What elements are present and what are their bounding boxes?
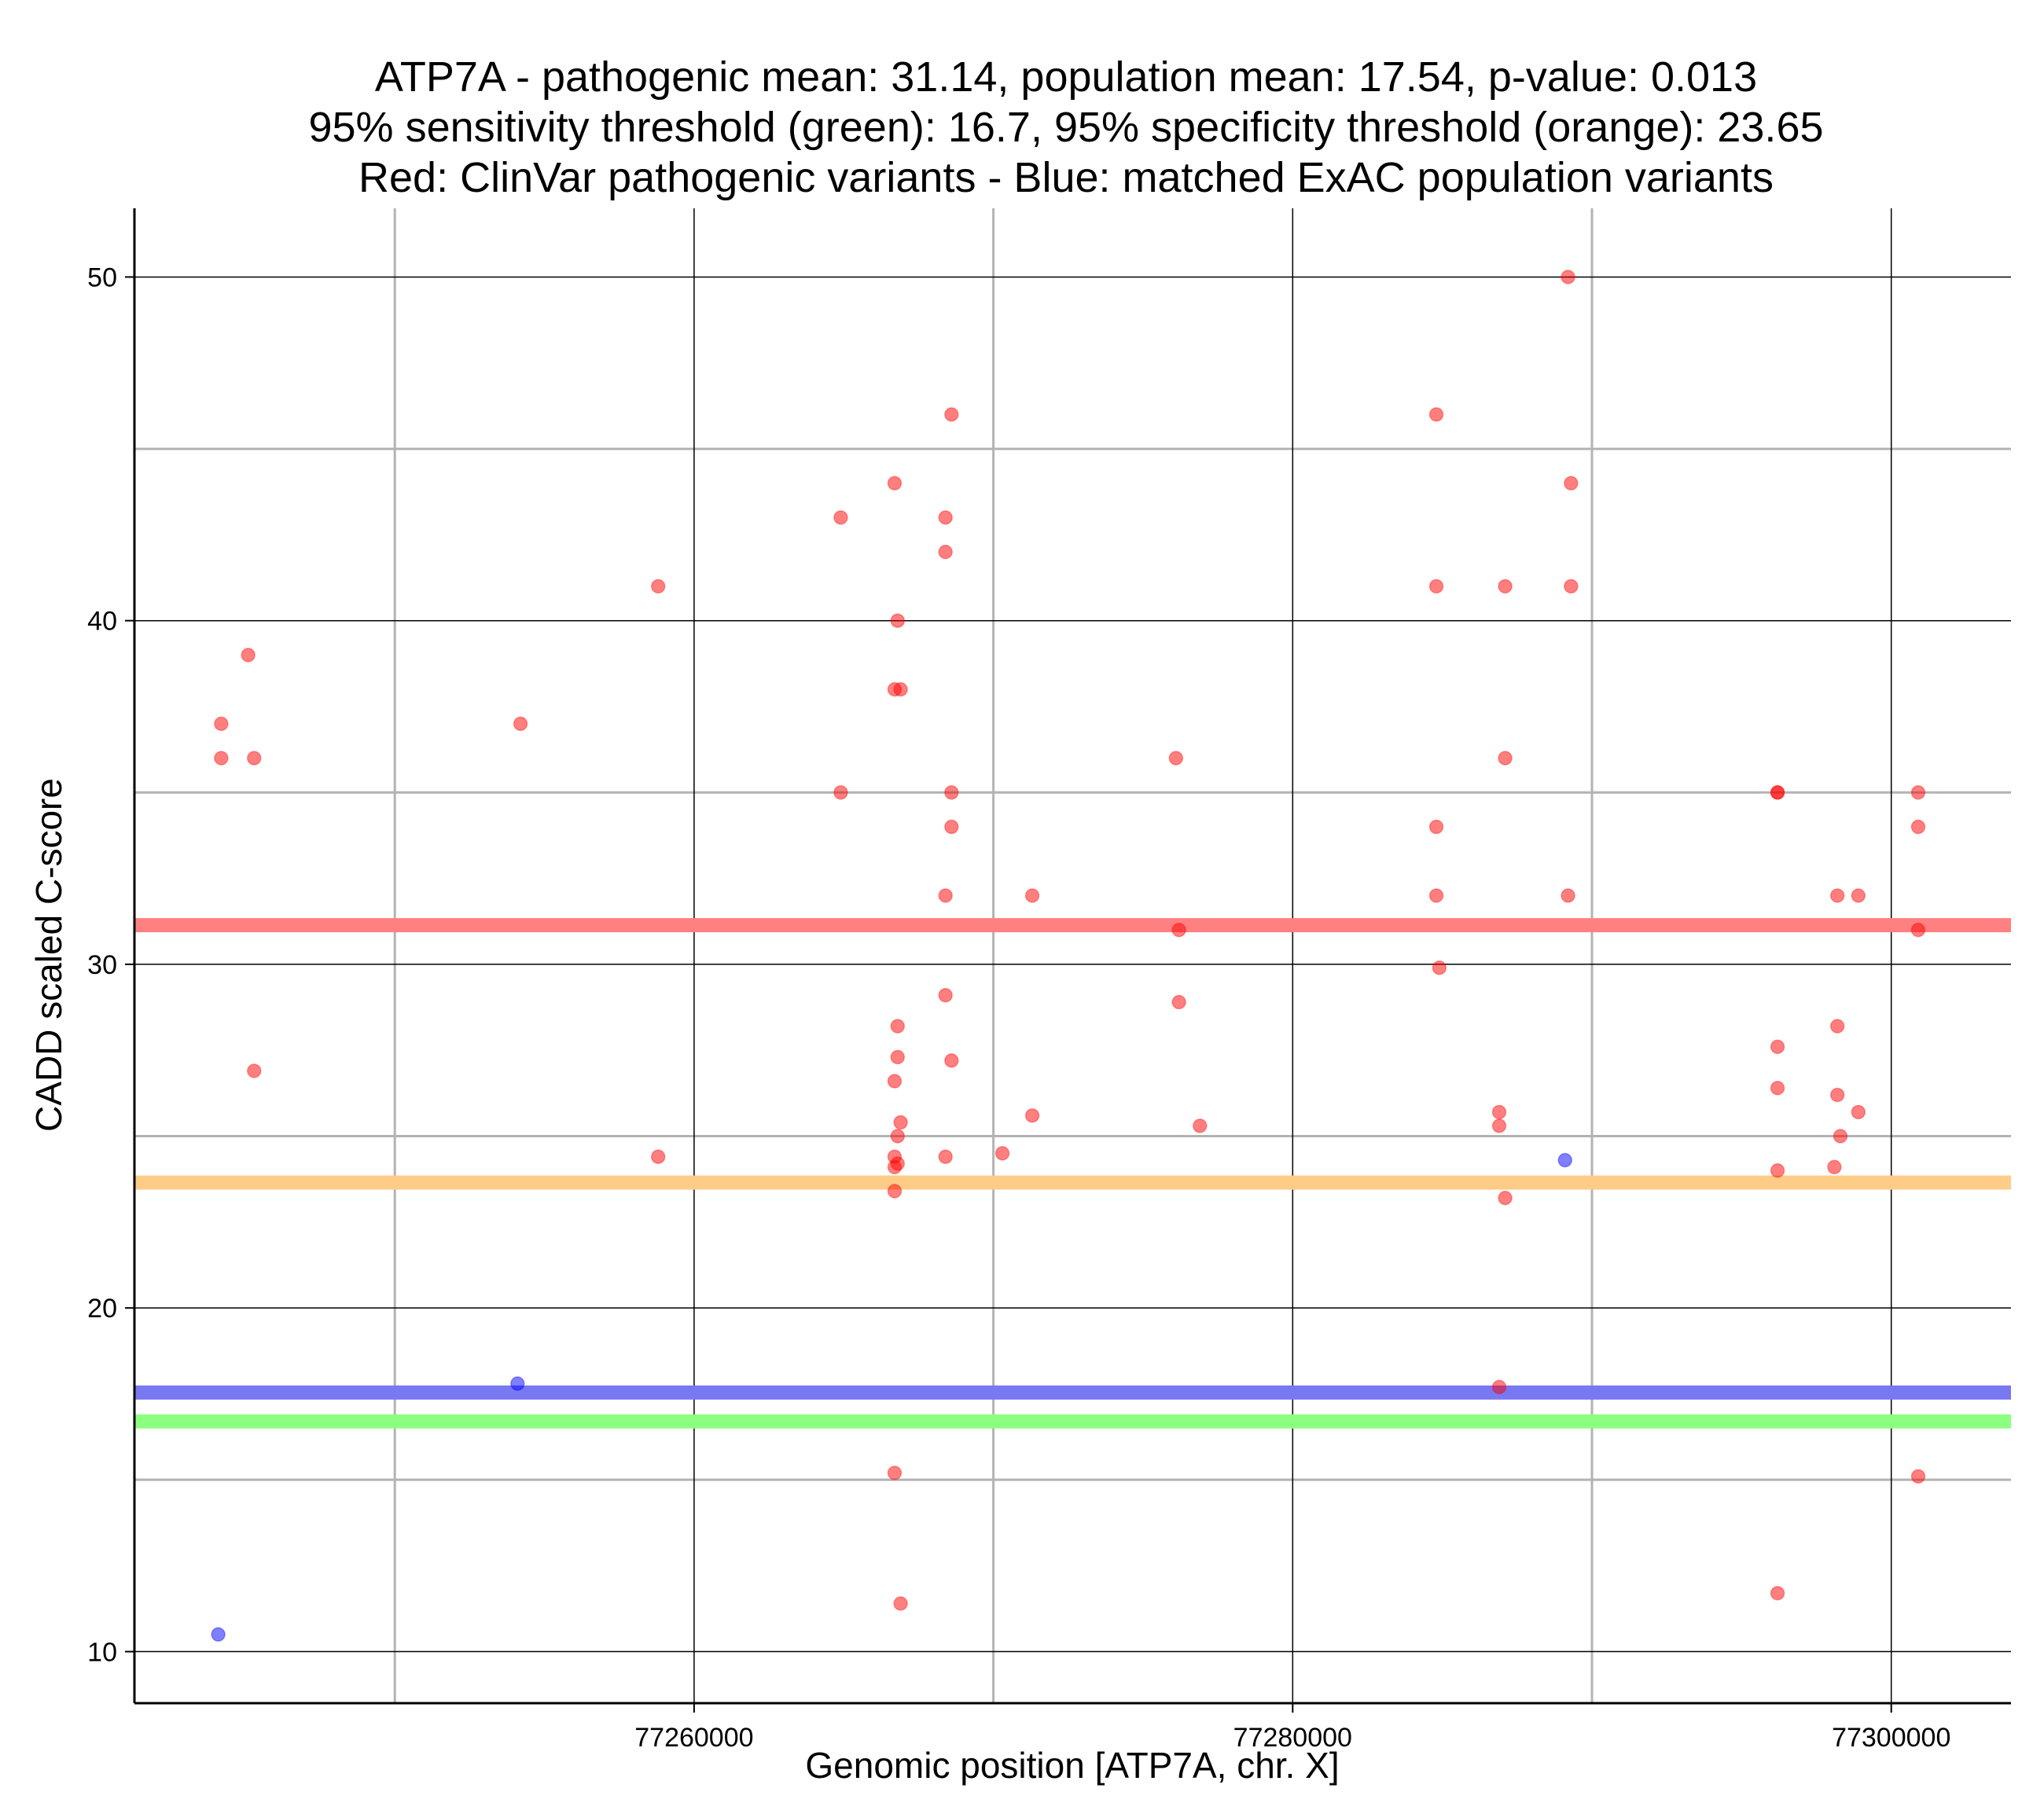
title-line-2: 95% sensitivity threshold (green): 16.7,… — [308, 104, 1823, 151]
pathogenic-point-8 — [833, 510, 848, 525]
pathogenic-point-63 — [1851, 888, 1866, 903]
pathogenic-point-28 — [944, 785, 959, 800]
pathogenic-point-53 — [1564, 476, 1579, 491]
pathogenic-point-42 — [1428, 578, 1444, 594]
data-points — [211, 270, 1926, 1642]
pathogenic-point-43 — [1428, 819, 1444, 835]
pathogenic-point-66 — [1833, 1129, 1848, 1144]
pathogenic-point-38 — [1171, 922, 1186, 938]
pathogenic-point-54 — [1564, 578, 1579, 594]
pathogenic-point-10 — [887, 476, 903, 491]
y-ticks: 10 20 30 40 50 — [87, 263, 134, 1667]
pathogenic-point-25 — [938, 510, 953, 525]
pathogenic-point-68 — [1827, 1159, 1842, 1175]
pathogenic-point-33 — [938, 1149, 953, 1165]
y-axis-label: CADD scaled C-score — [28, 778, 69, 1132]
pathogenic-point-62 — [1829, 888, 1845, 903]
chart-title: ATP7A - pathogenic mean: 31.14, populati… — [308, 53, 1823, 201]
y-tick-label-4: 50 — [87, 263, 117, 292]
pathogenic-point-26 — [938, 544, 953, 560]
x-tick-label-0: 77260000 — [634, 1723, 753, 1753]
pathogenic-point-71 — [1910, 922, 1926, 938]
y-tick-label-0: 10 — [87, 1637, 117, 1667]
title-line-3: Red: ClinVar pathogenic variants - Blue:… — [358, 154, 1774, 201]
pathogenic-point-21 — [890, 1019, 906, 1034]
pathogenic-point-23 — [887, 1465, 903, 1481]
pathogenic-point-46 — [1498, 578, 1513, 594]
pathogenic-point-6 — [650, 578, 666, 594]
pathogenic-point-59 — [1770, 1081, 1785, 1096]
pathogenic-point-57 — [1770, 785, 1785, 800]
minor-grid — [134, 208, 2011, 1703]
pathogenic-point-3 — [247, 751, 262, 766]
series-clinvar-pathogenic-variants — [214, 270, 1926, 1611]
pathogenic-point-37 — [1168, 751, 1184, 766]
pathogenic-point-67 — [1851, 1104, 1866, 1120]
y-tick-label-3: 40 — [87, 607, 117, 637]
pathogenic-point-13 — [893, 681, 908, 697]
axes — [133, 208, 2011, 1705]
pathogenic-point-58 — [1770, 1039, 1785, 1055]
x-ticks: 77260000 77280000 77300000 — [634, 1703, 1950, 1753]
pathogenic-point-7 — [650, 1149, 666, 1165]
pathogenic-point-9 — [833, 785, 848, 800]
pathogenic-point-16 — [893, 1114, 908, 1130]
pathogenic-point-48 — [1491, 1104, 1507, 1120]
pathogenic-point-49 — [1491, 1118, 1507, 1133]
pathogenic-point-55 — [1561, 888, 1575, 903]
major-grid — [134, 208, 2011, 1703]
pathogenic-point-41 — [1428, 407, 1444, 422]
pathogenic-point-50 — [1498, 1191, 1513, 1206]
pathogenic-point-27 — [944, 407, 959, 422]
pathogenic-point-30 — [938, 888, 953, 903]
x-axis-label: Genomic position [ATP7A, chr. X] — [805, 1745, 1339, 1786]
population-point-1 — [510, 1376, 525, 1391]
title-line-1: ATP7A - pathogenic mean: 31.14, populati… — [375, 53, 1757, 101]
pathogenic-point-34 — [994, 1146, 1010, 1161]
pathogenic-point-4 — [247, 1063, 262, 1078]
pathogenic-point-47 — [1498, 751, 1513, 766]
pathogenic-point-19 — [890, 1156, 906, 1171]
pathogenic-point-1 — [214, 751, 229, 766]
pathogenic-point-20 — [887, 1184, 903, 1199]
pathogenic-point-36 — [1024, 1108, 1040, 1123]
y-tick-label-2: 30 — [87, 950, 117, 980]
y-tick-label-1: 20 — [87, 1294, 117, 1324]
pathogenic-point-15 — [890, 1129, 906, 1144]
pathogenic-point-14 — [887, 1074, 903, 1089]
pathogenic-point-35 — [1024, 888, 1040, 903]
pathogenic-point-52 — [1561, 270, 1575, 285]
pathogenic-point-60 — [1770, 1163, 1785, 1178]
pathogenic-point-61 — [1770, 1585, 1785, 1601]
pathogenic-point-31 — [938, 988, 953, 1003]
pathogenic-point-5 — [513, 716, 528, 732]
pathogenic-point-51 — [1491, 1379, 1507, 1394]
pathogenic-point-12 — [890, 613, 906, 628]
pathogenic-point-64 — [1829, 1019, 1845, 1034]
population-point-0 — [211, 1627, 226, 1642]
pathogenic-point-39 — [1171, 994, 1186, 1010]
population-point-2 — [1557, 1152, 1573, 1168]
pathogenic-point-0 — [214, 716, 229, 732]
pathogenic-point-40 — [1193, 1118, 1208, 1133]
x-tick-label-2: 77300000 — [1832, 1723, 1950, 1753]
series-matched-exac-population-variants — [211, 1152, 1573, 1642]
pathogenic-point-44 — [1428, 888, 1444, 903]
pathogenic-point-29 — [944, 819, 959, 835]
pathogenic-point-72 — [1910, 1469, 1926, 1484]
pathogenic-point-65 — [1829, 1087, 1845, 1103]
x-tick-label-1: 77280000 — [1233, 1723, 1352, 1753]
pathogenic-point-32 — [944, 1053, 959, 1068]
pathogenic-point-24 — [893, 1596, 908, 1611]
pathogenic-point-69 — [1910, 785, 1926, 800]
pathogenic-point-45 — [1432, 960, 1447, 975]
pathogenic-point-2 — [241, 648, 256, 663]
reference-lines — [134, 918, 2011, 1429]
pathogenic-point-70 — [1910, 819, 1926, 835]
pathogenic-point-22 — [890, 1049, 906, 1065]
